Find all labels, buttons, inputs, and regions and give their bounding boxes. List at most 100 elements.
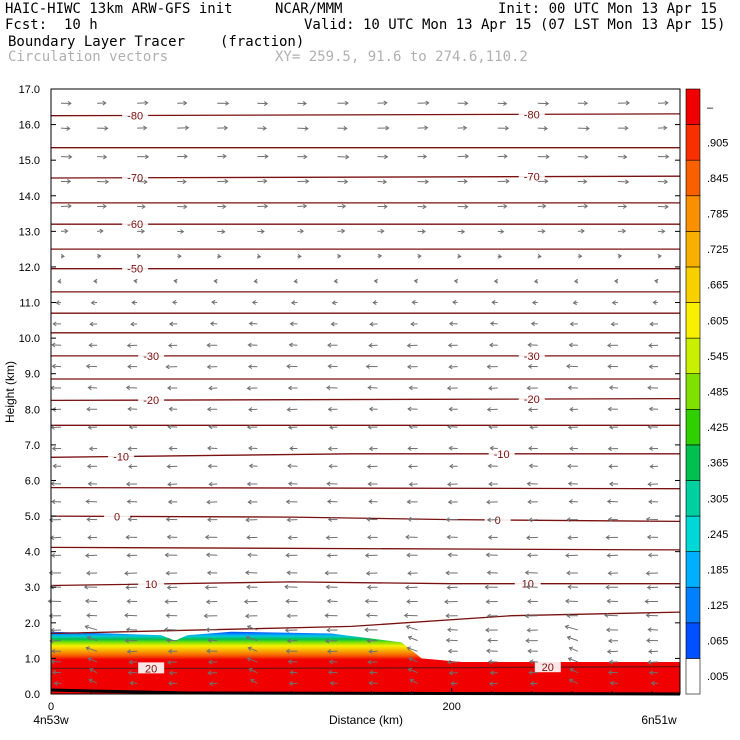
isotherm-layer: 20 20 10 10 0 0 -10 -10 -20 -20 -30 -30 -50 -60 -70 -70… bbox=[50, 108, 681, 675]
wind-vector-head bbox=[445, 517, 450, 523]
wind-vector-head bbox=[88, 678, 93, 684]
wind-vector-head bbox=[52, 669, 57, 675]
wind-vector-head bbox=[648, 343, 653, 348]
colorbar-swatch bbox=[685, 480, 701, 517]
wind-vector-head bbox=[167, 481, 172, 487]
wind-vector bbox=[89, 679, 98, 684]
wind-vector-head bbox=[407, 635, 413, 641]
isotherm-label-bg bbox=[484, 513, 511, 525]
wind-vector-head bbox=[567, 424, 573, 430]
wind-vector-head bbox=[544, 178, 549, 184]
wind-vector-head bbox=[244, 570, 250, 576]
wind-vector-head bbox=[83, 584, 89, 590]
wind-vector-head bbox=[207, 517, 212, 523]
wind-vector-head bbox=[645, 613, 650, 618]
y-tick-label: 8.0 bbox=[25, 404, 40, 416]
wind-vector-head bbox=[243, 599, 249, 605]
wind-vector-head bbox=[180, 229, 185, 234]
wind-vector-head bbox=[51, 363, 56, 369]
isotherm-line bbox=[50, 581, 680, 587]
wind-vector bbox=[569, 647, 579, 652]
wind-vector bbox=[249, 668, 258, 674]
wind-vector-head bbox=[645, 570, 650, 576]
wind-vector-head bbox=[85, 553, 90, 558]
wind-vector-head bbox=[64, 228, 69, 234]
wind-vector-head bbox=[329, 680, 334, 686]
wind-vector-head bbox=[566, 517, 571, 523]
wind-vector-head bbox=[55, 300, 60, 306]
wind-vector-head bbox=[648, 649, 653, 654]
wind-vector-head bbox=[263, 178, 268, 184]
isotherm-label-bg bbox=[518, 170, 545, 182]
wind-vector-head bbox=[384, 154, 389, 160]
wind-vector-head bbox=[573, 278, 579, 284]
colorbar-swatch bbox=[685, 266, 701, 303]
wind-vector-head bbox=[383, 100, 388, 106]
wind-vector-head bbox=[366, 516, 371, 522]
wind-vector-head bbox=[650, 680, 655, 686]
wind-vector-head bbox=[206, 570, 212, 576]
isotherm-label: 20 bbox=[145, 663, 157, 675]
colorbar-label: .845 bbox=[707, 173, 728, 185]
wind-vector-head bbox=[205, 552, 211, 558]
wind-vector-head bbox=[48, 517, 54, 523]
wind-vector-head bbox=[326, 385, 331, 391]
colorbar-swatch bbox=[685, 231, 701, 268]
wind-vector-head bbox=[567, 584, 572, 590]
wind-vector-head bbox=[129, 680, 134, 686]
y-tick-label: 10.0 bbox=[19, 333, 40, 345]
wind-vector-head bbox=[128, 464, 133, 469]
isotherm-line bbox=[50, 546, 681, 551]
wind-vector-head bbox=[246, 535, 251, 540]
wind-vector-head bbox=[608, 481, 614, 487]
wind-vector-head bbox=[380, 228, 385, 234]
wind-vector-head bbox=[183, 154, 188, 159]
wind-vector-head bbox=[365, 570, 371, 576]
wind-vector-head bbox=[533, 278, 539, 284]
wind-vector-head bbox=[488, 481, 493, 487]
wind-vector bbox=[569, 679, 579, 684]
colorbar-swatch bbox=[685, 658, 701, 695]
wind-vector-head bbox=[608, 424, 614, 430]
wind-vector-head bbox=[406, 499, 411, 505]
wind-vector-head bbox=[165, 637, 171, 643]
wind-vector-head bbox=[365, 364, 370, 369]
isotherm-label-bg bbox=[104, 510, 131, 522]
wind-vector-head bbox=[606, 342, 612, 348]
wind-vector-head bbox=[568, 646, 574, 651]
wind-vector-head bbox=[649, 321, 654, 327]
wind-vector-head bbox=[489, 445, 494, 451]
wind-vector-head bbox=[607, 670, 613, 675]
wind-vector-head bbox=[246, 424, 251, 430]
wind-vector-head bbox=[89, 321, 94, 327]
wind-vector-head bbox=[223, 125, 229, 131]
wind-vector-head bbox=[487, 659, 493, 665]
wind-vector-head bbox=[51, 648, 56, 654]
wind-vector-head bbox=[485, 599, 490, 605]
wind-vector-head bbox=[567, 463, 572, 469]
wind-vector-head bbox=[213, 278, 218, 284]
wind-vector-head bbox=[488, 424, 493, 430]
wind-vector-head bbox=[421, 229, 426, 234]
wind-vector-head bbox=[247, 499, 252, 505]
wind-vector-head bbox=[406, 646, 412, 651]
y-tick-label: 1.0 bbox=[25, 653, 40, 665]
wind-vector-head bbox=[329, 424, 334, 430]
wind-vector-head bbox=[605, 584, 610, 590]
wind-vector-head bbox=[543, 126, 548, 131]
wind-vector-head bbox=[565, 553, 570, 558]
wind-vector-head bbox=[445, 613, 450, 619]
wind-vector-head bbox=[528, 670, 533, 675]
wind-vector-head bbox=[486, 407, 492, 412]
wind-vector-head bbox=[49, 638, 54, 644]
overlay-title: Circulation vectors bbox=[8, 49, 169, 65]
wind-vector-head bbox=[289, 446, 294, 451]
wind-vector-head bbox=[206, 499, 211, 505]
wind-vector-head bbox=[368, 680, 373, 686]
wind-vector-head bbox=[84, 598, 90, 604]
wind-vector-head bbox=[647, 659, 652, 665]
wind-vector-head bbox=[327, 446, 332, 452]
x-right-location: 6n51w bbox=[641, 713, 677, 727]
wind-vector-head bbox=[53, 680, 58, 686]
wind-vector-head bbox=[585, 126, 590, 131]
